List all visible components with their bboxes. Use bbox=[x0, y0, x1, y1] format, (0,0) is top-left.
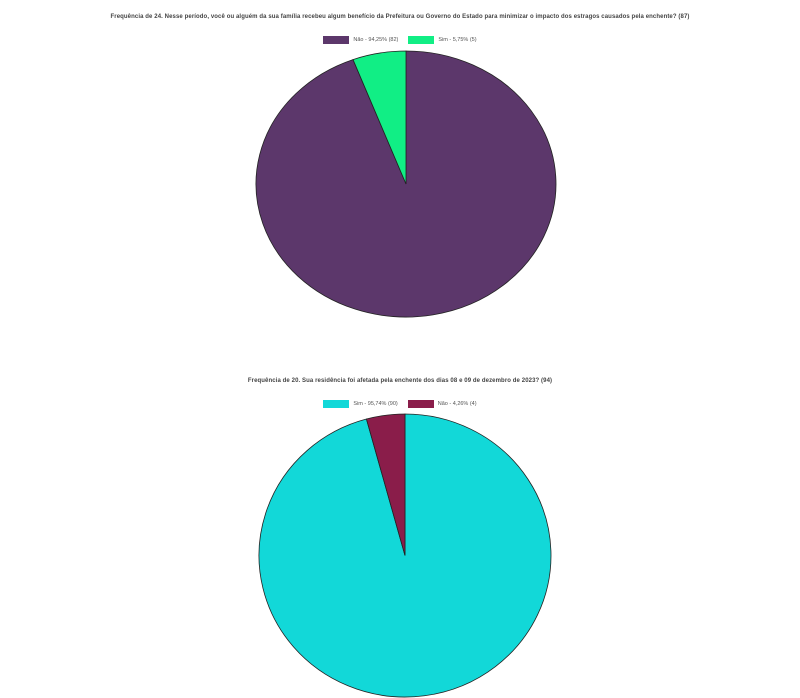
chart-2-legend-swatch-1 bbox=[407, 400, 434, 408]
chart-2-title: Frequência de 20. Sua residência foi afe… bbox=[247, 378, 553, 384]
chart-1-legend: Não - 94,25% (82) Sim - 5,75% (5) bbox=[0, 36, 800, 44]
chart-2-legend-item-0[interactable]: Sim - 95,74% (90) bbox=[323, 400, 398, 408]
chart-1-legend-label-1: Sim - 5,75% (5) bbox=[438, 37, 477, 43]
chart-2-legend: Sim - 95,74% (90) Não - 4,26% (4) bbox=[0, 400, 800, 408]
chart-2-legend-label-1: Não - 4,26% (4) bbox=[437, 401, 477, 407]
chart-1-legend-item-0[interactable]: Não - 94,25% (82) bbox=[323, 36, 398, 44]
chart-2-slice-1[interactable] bbox=[365, 413, 406, 556]
chart-1-legend-item-1[interactable]: Sim - 5,75% (5) bbox=[408, 36, 477, 44]
chart-1-slice-1[interactable] bbox=[352, 50, 407, 185]
chart-2-legend-label-0: Sim - 95,74% (90) bbox=[353, 401, 398, 407]
chart-1-title: Frequência de 24. Nesse período, você ou… bbox=[110, 14, 690, 20]
chart-2-pie bbox=[258, 413, 552, 698]
chart-1-legend-label-0: Não - 94,25% (82) bbox=[353, 37, 399, 43]
chart-1-pie bbox=[255, 50, 557, 318]
chart-1-legend-swatch-0 bbox=[323, 36, 350, 44]
chart-1-legend-swatch-1 bbox=[408, 36, 435, 44]
chart-2-legend-item-1[interactable]: Não - 4,26% (4) bbox=[407, 400, 477, 408]
chart-2-legend-swatch-0 bbox=[323, 400, 350, 408]
